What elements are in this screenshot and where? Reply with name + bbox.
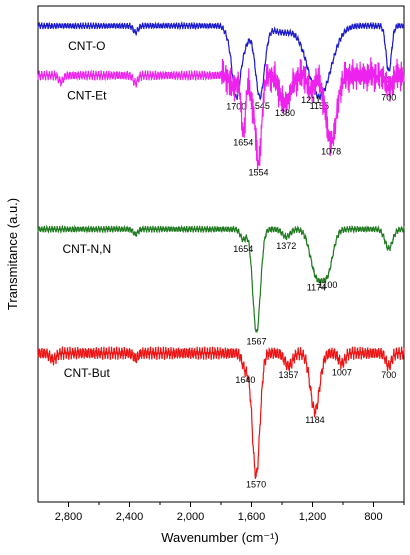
series-line (37, 20, 405, 101)
series-name-label: CNT-Et (67, 88, 107, 102)
peak-label: 1184 (305, 415, 324, 425)
x-axis-label: Wavenumber (cm⁻¹) (161, 530, 279, 545)
peak-label: 700 (381, 92, 396, 102)
peak-label: 1654 (233, 244, 253, 254)
peak-label: 1654 (233, 138, 253, 148)
peak-label: 1357 (279, 370, 299, 380)
x-tick-label: 1,200 (299, 511, 327, 523)
peak-label: 1078 (321, 146, 341, 156)
peak-label: 1174 (307, 282, 326, 292)
x-tick-label: 2,800 (55, 511, 83, 523)
peak-label: 1554 (248, 167, 268, 177)
series-line (37, 224, 405, 334)
series-line (37, 346, 405, 479)
series-name-label: CNT-N,N (62, 242, 111, 256)
peak-label: 1007 (332, 368, 352, 378)
x-tick-label: 2,000 (177, 511, 205, 523)
series-group: CNT-O 1700 1545 1155 700 CNT-Et 1654 1554 1380 12… (37, 20, 405, 490)
peak-label: 1545 (250, 101, 270, 111)
x-tick-label: 800 (364, 511, 382, 523)
y-axis-label: Transmitance (a.u.) (5, 198, 20, 310)
peak-label: 1570 (246, 480, 266, 490)
series-line (37, 57, 405, 171)
peak-label: 1567 (247, 336, 267, 346)
peak-label: 1380 (275, 108, 295, 118)
series-name-label: CNT-O (68, 39, 105, 53)
peak-label: 1700 (226, 102, 246, 112)
peak-label: 1211 (301, 95, 320, 105)
series-name-label: CNT-But (64, 366, 111, 380)
x-tick-group: 2,800 2,400 2,000 1,600 1,200 800 (55, 502, 405, 523)
x-tick-label: 1,600 (238, 511, 266, 523)
peak-label: 700 (381, 370, 396, 380)
peak-label: 1640 (235, 375, 255, 385)
peak-label: 1372 (276, 241, 296, 251)
peak-label: 1100 (318, 280, 337, 290)
peak-label: 1155 (310, 101, 329, 111)
x-tick-label: 2,400 (116, 511, 144, 523)
